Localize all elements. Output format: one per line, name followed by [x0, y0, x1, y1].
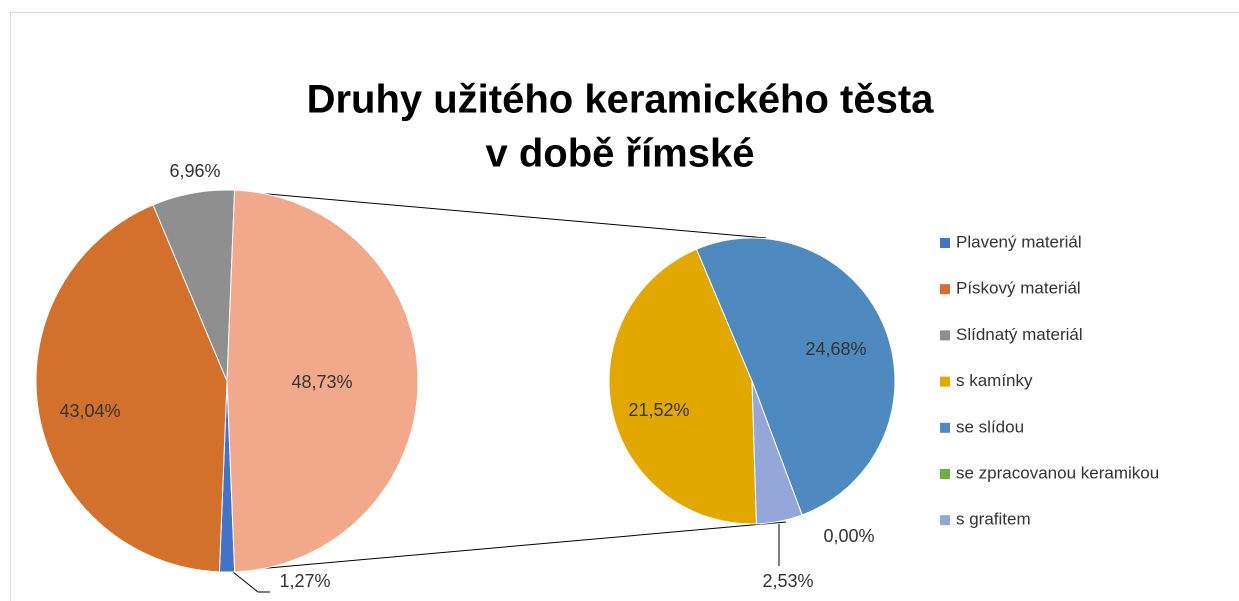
- data-label: 21,52%: [628, 400, 689, 420]
- legend-label: se slídou: [956, 417, 1024, 436]
- legend-label: s grafitem: [956, 510, 1031, 529]
- legend-swatch: [940, 330, 950, 341]
- data-label: 43,04%: [59, 401, 120, 421]
- leader-line: [232, 571, 270, 593]
- legend-swatch: [940, 376, 950, 387]
- data-label: 0,00%: [823, 526, 874, 546]
- legend-swatch: [940, 422, 950, 433]
- pie-slice: [608, 248, 758, 525]
- data-label: 2,53%: [762, 571, 813, 591]
- legend-label: Pískový materiál: [956, 279, 1081, 298]
- pie-slice: [695, 237, 896, 516]
- legend-swatch: [940, 469, 950, 479]
- connector-line: [233, 521, 787, 572]
- legend-label: Slídnatý materiál: [956, 325, 1083, 344]
- pie-slice: [35, 204, 228, 573]
- chart-title: v době římské: [485, 132, 754, 176]
- legend-swatch: [940, 284, 950, 295]
- data-label: 1,27%: [279, 571, 330, 591]
- data-label: 24,68%: [805, 339, 866, 359]
- data-label: 6,96%: [169, 161, 220, 181]
- data-label: 48,73%: [291, 372, 352, 392]
- legend-label: se zpracovanou keramikou: [956, 463, 1159, 482]
- chart-title: Druhy užitého keramického těsta: [307, 78, 935, 122]
- legend-swatch: [940, 238, 950, 248]
- pie-slice: [226, 189, 419, 573]
- legend-swatch: [940, 515, 950, 526]
- legend-label: Plavený materiál: [956, 232, 1082, 251]
- legend-label: s kamínky: [956, 371, 1033, 390]
- connector-line: [233, 190, 767, 239]
- pie-slice: [751, 380, 803, 525]
